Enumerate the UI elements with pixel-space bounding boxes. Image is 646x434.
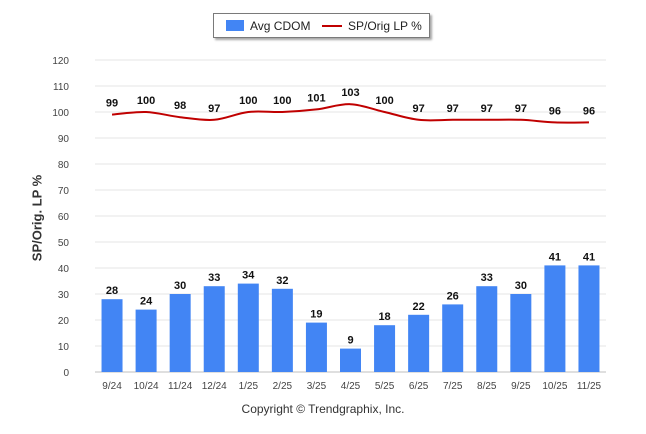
y-tick-label: 120 [52,56,69,67]
bar-data-label: 19 [310,309,322,321]
x-tick-label: 10/25 [542,381,567,392]
series-line [111,103,589,124]
legend: Avg CDOM SP/Orig LP % [213,13,430,38]
bar [101,299,123,372]
x-tick-label: 12/24 [202,381,227,392]
bar-data-label: 33 [481,272,493,284]
bar [305,322,327,372]
y-tick-label: 110 [53,82,69,93]
y-tick-label: 10 [58,342,70,353]
legend-label: SP/Orig LP % [348,18,422,33]
line-data-label: 100 [137,95,155,107]
y-tick-label: 20 [58,316,70,327]
line-data-label: 100 [273,95,291,107]
x-tick-label: 8/25 [477,381,497,392]
x-tick-label: 11/24 [168,381,193,392]
bar [135,309,157,372]
x-tick-label: 6/25 [409,381,429,392]
line-data-label: 100 [375,95,393,107]
y-tick-label: 100 [52,108,69,119]
y-tick-label: 30 [58,290,70,301]
legend-label: Avg CDOM [250,18,311,33]
bar-data-label: 18 [378,311,390,323]
bar-data-label: 9 [347,335,353,347]
copyright-text: Copyright © Trendgraphix, Inc. [241,402,405,416]
bar-data-label: 26 [447,290,459,302]
line-data-label: 97 [208,103,220,115]
bar [340,348,361,372]
line-data-label: 96 [549,105,561,117]
line-data-label: 97 [447,103,459,115]
bar-data-label: 34 [242,270,255,282]
x-tick-label: 7/25 [443,381,463,392]
bar [476,286,498,372]
line-data-label: 100 [239,95,257,107]
line-data-label: 99 [106,98,118,110]
x-tick-label: 3/25 [307,381,327,392]
bar-data-label: 33 [208,272,220,284]
legend-swatch-line [322,24,342,27]
bar-data-labels: 28 24 30 33 34 32 19 9 18 22 26 33 30 41 41 [106,251,595,346]
x-tick-label: 11/25 [577,381,602,392]
y-tick-label: 0 [63,368,69,379]
y-tick-label: 70 [58,186,70,197]
x-tick-labels: 9/24 10/24 11/24 12/24 1/25 2/25 3/25 4/25 5/25 6… [102,381,601,392]
line-data-label: 101 [307,92,325,104]
bar [510,294,532,372]
y-tick-label: 90 [58,134,70,145]
line-data-label: 97 [413,103,425,115]
bars-avg-cdom [101,265,600,372]
line-data-label: 97 [515,103,527,115]
y-tick-labels: 0 10 20 30 40 50 60 70 80 90 100 110 120 [52,56,69,379]
line-data-label: 97 [481,103,493,115]
bar-data-label: 30 [174,280,186,292]
bar [169,294,191,372]
bar [203,286,225,372]
bar [237,283,259,372]
line-data-labels: 99 100 98 97 100 100 101 103 100 97 97 97 97 96 96 [106,87,595,117]
y-tick-label: 40 [58,264,70,275]
bar-data-label: 24 [140,296,153,308]
line-data-label: 98 [174,100,186,112]
bar-data-label: 41 [583,251,595,263]
legend-item-sp-orig-lp[interactable]: SP/Orig LP % [322,14,422,37]
bar-data-label: 30 [515,280,527,292]
bar-data-label: 41 [549,251,561,263]
x-tick-label: 10/24 [134,381,159,392]
x-tick-label: 2/25 [273,381,293,392]
y-axis-label: SP/Orig. LP % [29,174,45,262]
bar-data-label: 22 [413,301,425,313]
line-sp-orig-lp [111,103,589,124]
line-data-label: 96 [583,105,595,117]
x-tick-label: 1/25 [239,381,259,392]
bar [408,314,430,372]
x-tick-label: 5/25 [375,381,395,392]
bar [578,265,600,372]
x-tick-label: 9/24 [102,381,122,392]
bar [374,325,396,372]
y-tick-label: 60 [58,212,70,223]
bar [544,265,566,372]
bar [271,288,293,372]
legend-swatch-bar [226,20,244,31]
line-data-label: 103 [341,87,359,99]
y-tick-label: 80 [58,160,70,171]
y-tick-label: 50 [58,238,70,249]
x-tick-label: 4/25 [341,381,361,392]
legend-item-avg-cdom[interactable]: Avg CDOM [226,14,310,37]
x-tick-label: 9/25 [511,381,531,392]
bar [442,304,464,372]
bar-data-label: 32 [276,275,288,287]
bar-data-label: 28 [106,285,118,297]
